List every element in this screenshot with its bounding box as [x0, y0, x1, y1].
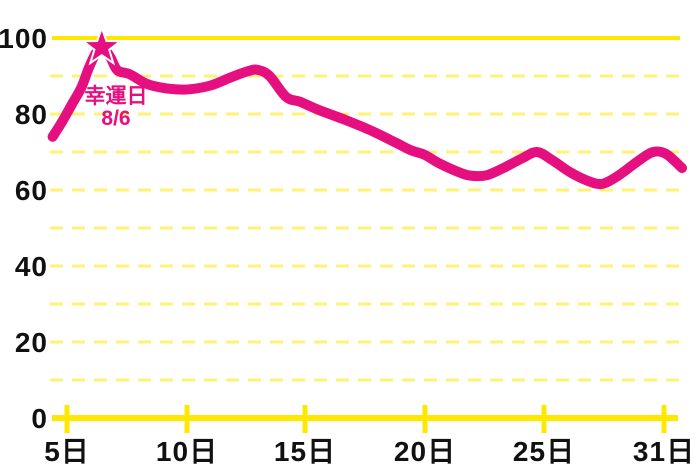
- x-axis-label: 10日: [156, 436, 218, 467]
- y-axis-label: 60: [15, 175, 48, 206]
- x-axis-label: 20日: [394, 436, 456, 467]
- y-axis-label: 20: [15, 327, 48, 358]
- x-axis-label: 25日: [513, 436, 575, 467]
- lucky-day-date: 8/6: [101, 107, 131, 131]
- y-axis-label: 80: [15, 99, 48, 130]
- x-axis-label: 15日: [274, 436, 336, 467]
- lucky-day-label: 幸運日: [84, 85, 148, 108]
- y-axis-label: 100: [0, 23, 48, 54]
- lucky-day-annotation: 幸運日 8/6: [83, 85, 149, 131]
- x-axis-label: 31日: [633, 436, 695, 467]
- y-axis-label: 0: [31, 403, 48, 434]
- lucky-day-star-icon: [80, 24, 124, 66]
- y-axis-label: 40: [15, 251, 48, 282]
- x-axis-label: 5日: [44, 436, 90, 467]
